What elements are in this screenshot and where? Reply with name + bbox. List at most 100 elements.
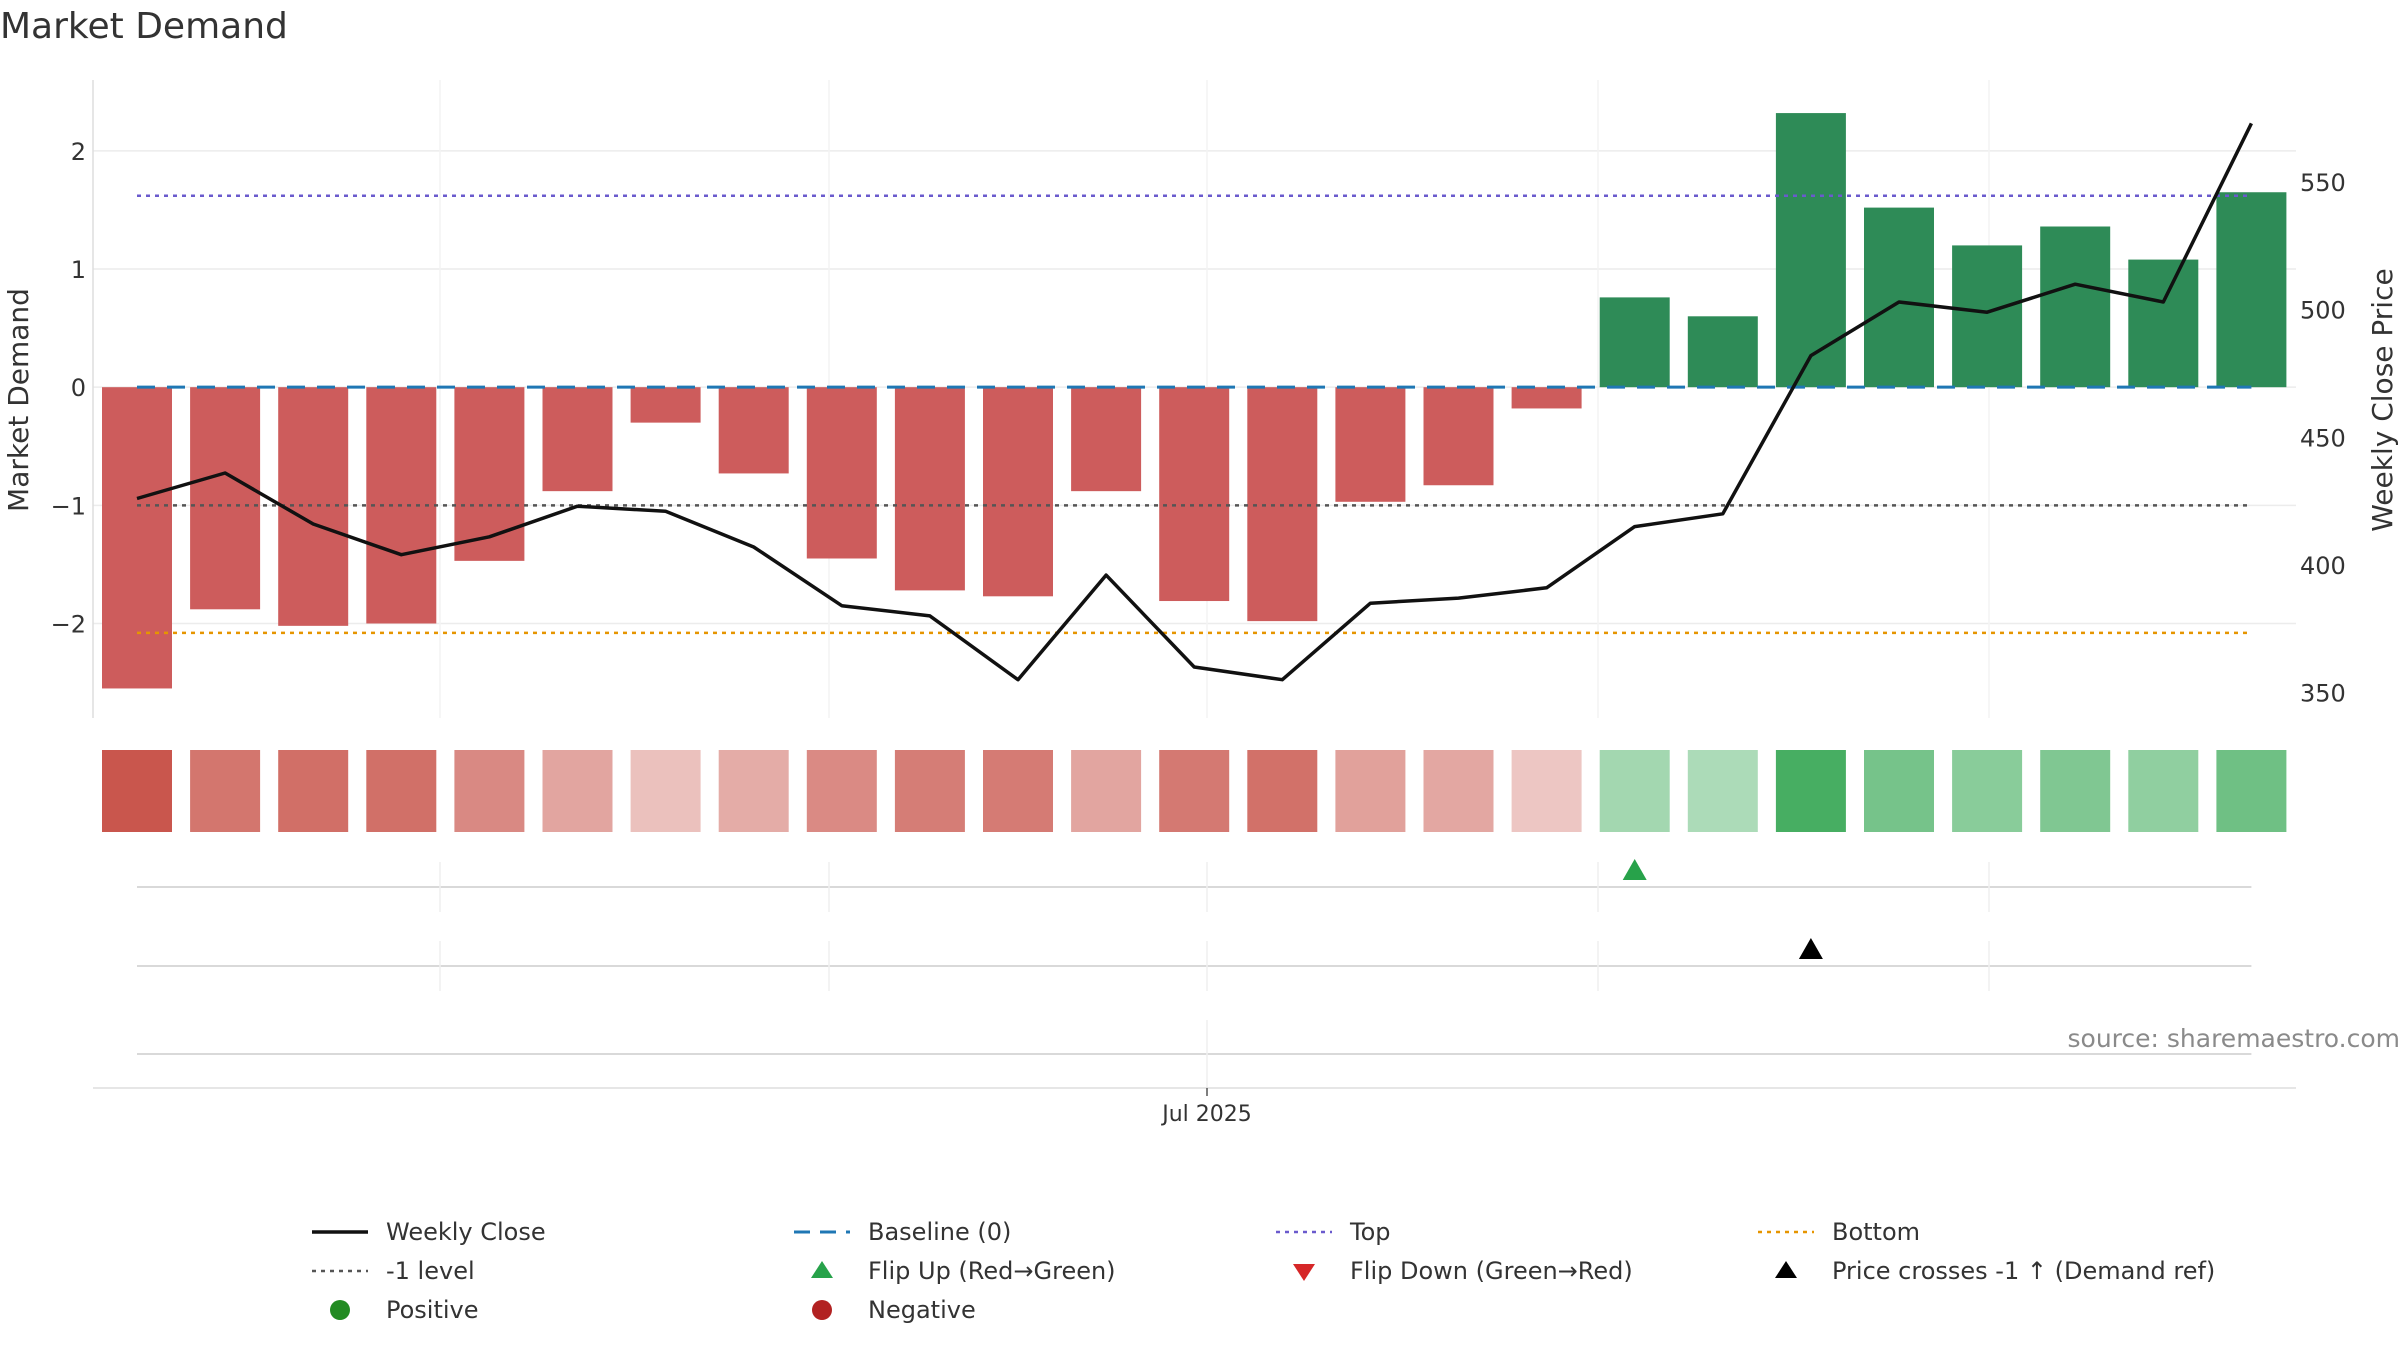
demand-bar: [1071, 387, 1142, 492]
legend-label: Weekly Close: [386, 1218, 546, 1246]
demand-bar: [542, 387, 613, 492]
flip-up-marker: [1622, 859, 1647, 880]
demand-bar: [454, 387, 525, 561]
heat-cell: [1247, 750, 1318, 832]
heat-cell: [2040, 750, 2111, 832]
legend-item: Top: [1274, 1218, 1391, 1246]
legend-label: Price crosses -1 ↑ (Demand ref): [1832, 1257, 2216, 1285]
chart-title: Market Demand: [0, 6, 288, 47]
legend-label: Negative: [868, 1296, 976, 1324]
heat-cell: [1335, 750, 1406, 832]
heat-cell: [190, 750, 261, 832]
legend-label: Baseline (0): [868, 1218, 1012, 1246]
demand-bar: [1687, 316, 1758, 388]
legend-item: Flip Down (Green→Red): [1274, 1257, 1633, 1285]
demand-bar: [1775, 113, 1846, 388]
demand-bar: [1511, 387, 1582, 409]
price-cross-marker: [1798, 938, 1823, 959]
legend-item: Price crosses -1 ↑ (Demand ref): [1756, 1257, 2215, 1285]
heat-cell: [806, 750, 877, 832]
heat-cell: [1599, 750, 1670, 832]
legend-item: -1 level: [310, 1257, 475, 1285]
weekly-close-line: [136, 122, 2253, 682]
legend-item: Baseline (0): [792, 1218, 1011, 1246]
demand-bar: [2040, 226, 2111, 388]
y-tick-label: 1: [71, 256, 86, 284]
legend-swatch-icon: [812, 1300, 832, 1320]
heat-cell: [1775, 750, 1846, 832]
y-axis-label: Market Demand: [2, 288, 35, 512]
legend-item: Flip Up (Red→Green): [792, 1257, 1116, 1285]
y2-tick-label: 550: [2300, 169, 2346, 197]
y-tick-label: 0: [71, 374, 86, 402]
demand-bar: [102, 387, 172, 689]
legend-swatch-icon: [330, 1300, 350, 1320]
demand-bar: [806, 387, 877, 559]
legend-swatch-icon: [1775, 1261, 1797, 1278]
price-line-layer: [136, 122, 2253, 682]
legend-item: Positive: [310, 1296, 479, 1324]
legend-label: Positive: [386, 1296, 479, 1324]
heat-cell: [102, 750, 172, 832]
legend-swatch-icon: [312, 1269, 368, 1273]
heat-cell: [1687, 750, 1758, 832]
heat-cell: [2128, 750, 2199, 832]
demand-bar: [1159, 387, 1230, 602]
reference-lines-layer: [137, 194, 2252, 635]
demand-bar: [2216, 192, 2287, 388]
source-note: source: sharemaestro.com: [2067, 1024, 2400, 1053]
demand-bar: [894, 387, 965, 591]
demand-bar: [983, 387, 1053, 597]
axis-layer: −2 −1 0 1 2 350 400 450 500 550: [51, 80, 2346, 718]
heat-cell: [1071, 750, 1142, 832]
legend-swatch-icon: [1758, 1230, 1814, 1234]
y2-tick-label: 350: [2300, 679, 2346, 707]
heat-cell: [278, 750, 349, 832]
heat-cell: [1159, 750, 1230, 832]
x-tick-label: Jul 2025: [1160, 1102, 1252, 1127]
legend-label: Bottom: [1832, 1218, 1921, 1246]
legend-label: Flip Down (Green→Red): [1350, 1257, 1633, 1285]
demand-bar: [1335, 387, 1406, 502]
heat-cell: [542, 750, 613, 832]
legend-label: Top: [1350, 1218, 1391, 1246]
legend-swatch-icon: [811, 1261, 833, 1278]
y2-tick-label: 500: [2300, 297, 2346, 325]
y2-tick-label: 450: [2300, 424, 2346, 452]
demand-bar: [2128, 259, 2199, 388]
heat-cell: [894, 750, 965, 832]
heat-cell: [1952, 750, 2023, 832]
legend-item: Weekly Close: [310, 1218, 546, 1246]
legend-swatch-icon: [1293, 1264, 1315, 1281]
demand-bar: [190, 387, 261, 610]
legend-swatch-icon: [312, 1230, 368, 1234]
demand-bar: [1423, 387, 1494, 486]
demand-bar: [1952, 245, 2023, 388]
legend-item: Negative: [792, 1296, 976, 1324]
y-tick-label: −2: [51, 610, 86, 638]
y2-axis-label: Weekly Close Price: [2366, 268, 2399, 531]
bars-layer: [102, 113, 2287, 689]
heat-cell: [718, 750, 789, 832]
heat-cell: [1423, 750, 1494, 832]
heat-strip-layer: [102, 750, 2287, 832]
demand-bar: [1599, 297, 1670, 388]
demand-bar: [1864, 207, 1934, 388]
demand-bar: [718, 387, 789, 474]
marker-layer: [93, 859, 2296, 1096]
heat-cell: [1864, 750, 1934, 832]
legend-label: -1 level: [386, 1257, 475, 1285]
legend-swatch-icon: [794, 1230, 850, 1234]
heat-cell: [454, 750, 525, 832]
heat-cell: [366, 750, 437, 832]
demand-bar: [630, 387, 701, 423]
heat-cell: [983, 750, 1053, 832]
y2-tick-label: 400: [2300, 552, 2346, 580]
y-tick-label: 2: [71, 138, 86, 166]
y-tick-label: −1: [51, 492, 86, 520]
heat-cell: [630, 750, 701, 832]
heat-cell: [2216, 750, 2287, 832]
legend-swatch-icon: [1276, 1230, 1332, 1234]
heat-cell: [1511, 750, 1582, 832]
